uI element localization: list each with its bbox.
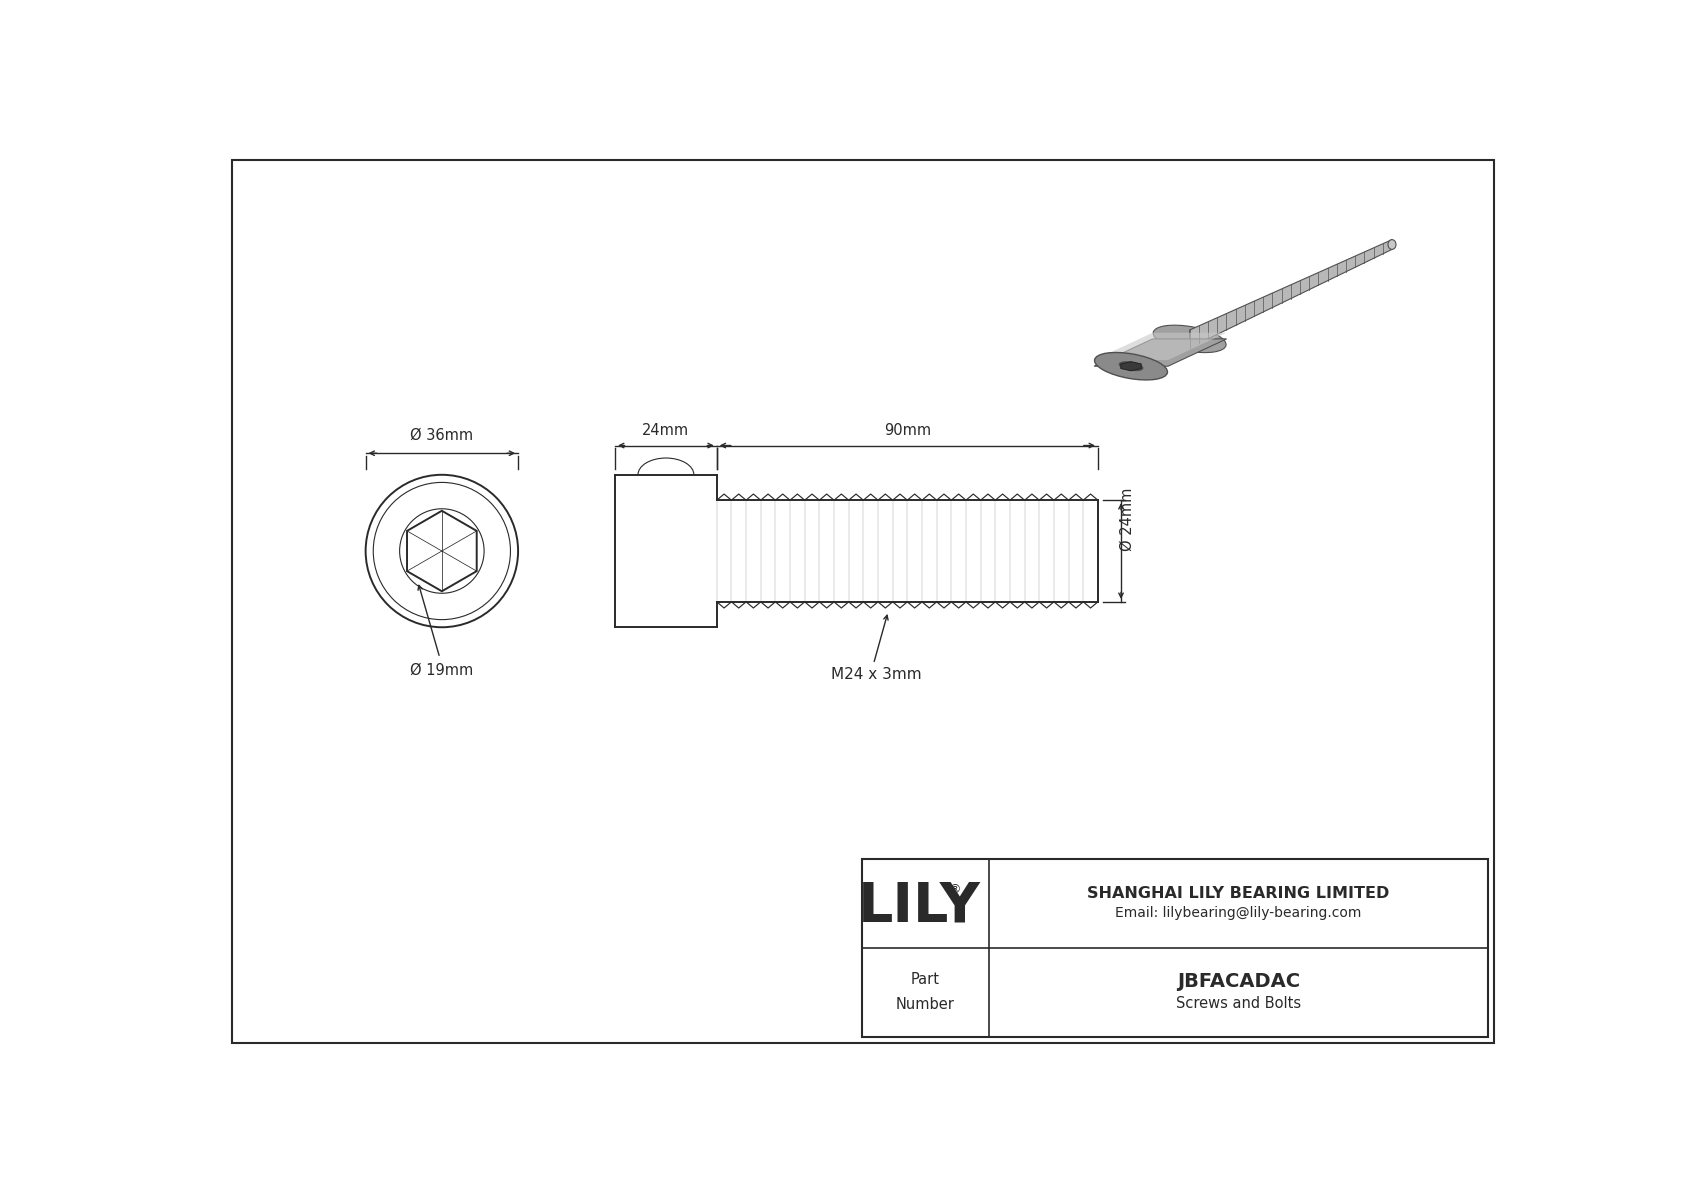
Ellipse shape xyxy=(1154,325,1226,353)
Text: Ø 36mm: Ø 36mm xyxy=(411,428,473,442)
Text: 24mm: 24mm xyxy=(642,423,689,438)
Text: Email: lilybearing@lily-bearing.com: Email: lilybearing@lily-bearing.com xyxy=(1115,906,1362,921)
Polygon shape xyxy=(1122,362,1142,370)
Text: Screws and Bolts: Screws and Bolts xyxy=(1175,996,1302,1010)
Text: LILY: LILY xyxy=(857,879,980,934)
Polygon shape xyxy=(1095,332,1226,360)
Text: M24 x 3mm: M24 x 3mm xyxy=(832,667,921,682)
Text: Ø 19mm: Ø 19mm xyxy=(411,662,473,678)
Text: JBFACADAC: JBFACADAC xyxy=(1177,972,1300,991)
Text: Part
Number: Part Number xyxy=(896,972,955,1012)
Ellipse shape xyxy=(1120,362,1143,370)
Text: ®: ® xyxy=(948,883,960,896)
Ellipse shape xyxy=(1388,239,1396,249)
Polygon shape xyxy=(1095,339,1226,366)
Text: 90mm: 90mm xyxy=(884,423,931,438)
Text: SHANGHAI LILY BEARING LIMITED: SHANGHAI LILY BEARING LIMITED xyxy=(1088,886,1389,900)
Ellipse shape xyxy=(1095,353,1167,380)
Bar xyxy=(862,859,1489,1037)
Polygon shape xyxy=(1189,239,1393,348)
Text: Ø 24mm: Ø 24mm xyxy=(1120,487,1135,551)
